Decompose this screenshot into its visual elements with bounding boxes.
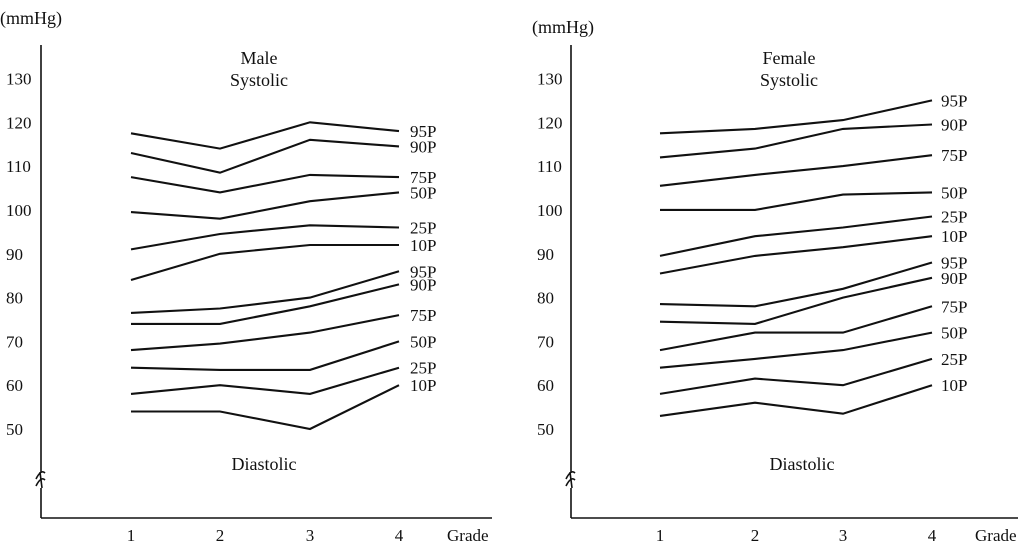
series-line-systolic-50p	[130, 191, 400, 220]
y-tick-label: 130	[6, 70, 32, 89]
series-end-label: 50P	[410, 183, 436, 202]
series-line-diastolic-75p	[130, 314, 400, 352]
series-end-label: 75P	[410, 306, 436, 325]
y-tick-label: 90	[6, 245, 23, 264]
y-tick-label: 100	[6, 201, 32, 220]
series-line-diastolic-10p	[659, 384, 933, 417]
systolic-group-label: Systolic	[230, 70, 288, 90]
y-unit-label: (mmHg)	[532, 17, 594, 38]
series-end-label: 25P	[941, 208, 967, 227]
series-line-systolic-95p	[659, 99, 933, 135]
series-line-diastolic-10p	[131, 384, 400, 431]
x-tick-label: 2	[216, 526, 225, 545]
series-end-label: 25P	[941, 350, 967, 369]
series-end-label: 25P	[410, 218, 436, 237]
x-axis-label: Grade	[975, 526, 1017, 545]
series-line-diastolic-95p	[659, 261, 933, 308]
series-line-diastolic-90p	[131, 283, 400, 325]
series-end-label: 90P	[941, 116, 967, 135]
series-line-diastolic-25p	[659, 357, 933, 395]
y-tick-label: 110	[6, 157, 31, 176]
x-tick-label: 1	[127, 526, 136, 545]
series-line-systolic-50p	[660, 191, 933, 211]
series-line-systolic-10p	[130, 243, 399, 282]
series-end-label: 75P	[941, 146, 967, 165]
y-tick-label: 120	[537, 113, 563, 132]
x-tick-label: 4	[928, 526, 937, 545]
female-chart-panel: (mmHg) 130 120 110 100 90 80 70 60 50 1 2 3 4 Grade Fem…	[532, 17, 1018, 545]
series-line-systolic-95p	[130, 121, 400, 150]
y-tick-label: 50	[6, 420, 23, 439]
series-end-label: 95P	[410, 122, 436, 141]
male-chart-panel: (mmHg) 130 120 110 100 90 80 70 60 50 1 2 3 4 Grade Mal…	[0, 8, 492, 545]
x-axis-label: Grade	[447, 526, 489, 545]
y-unit-label: (mmHg)	[0, 8, 62, 29]
x-tick-label: 3	[306, 526, 315, 545]
series-end-label: 95P	[941, 91, 967, 110]
chart-title-sex: Female	[763, 48, 816, 68]
series-end-label: 50P	[410, 332, 436, 351]
y-tick-label: 80	[6, 289, 23, 308]
series-end-label: 10P	[410, 236, 436, 255]
series-end-label: 95P	[941, 254, 967, 273]
series-end-label: 50P	[941, 324, 967, 343]
systolic-group-label: Systolic	[760, 70, 818, 90]
x-tick-label: 4	[395, 526, 404, 545]
y-tick-label: 70	[537, 332, 554, 351]
series-line-systolic-25p	[659, 215, 933, 257]
series-end-label: 10P	[941, 227, 967, 246]
axis-break-mark	[569, 471, 573, 489]
series-line-diastolic-95p	[130, 270, 400, 314]
series-line-systolic-75p	[130, 173, 400, 194]
series-line-diastolic-50p	[130, 340, 400, 371]
series-line-diastolic-75p	[659, 305, 933, 352]
series-end-label: 25P	[410, 359, 436, 378]
series-line-diastolic-50p	[659, 331, 933, 369]
axis-break-mark	[39, 471, 43, 489]
series-line-systolic-25p	[130, 224, 400, 251]
y-tick-label: 130	[537, 70, 563, 89]
series-end-label: 90P	[410, 275, 436, 294]
diastolic-group-label: Diastolic	[770, 454, 835, 474]
y-tick-label: 70	[6, 332, 23, 351]
y-tick-label: 120	[6, 113, 32, 132]
y-tick-label: 60	[6, 376, 23, 395]
series-end-label: 90P	[410, 137, 436, 156]
series-line-systolic-10p	[659, 235, 933, 275]
series-end-label: 10P	[410, 376, 436, 395]
x-tick-label: 3	[839, 526, 848, 545]
series-line-systolic-90p	[130, 138, 400, 174]
series-end-label: 95P	[410, 262, 436, 281]
series-end-label: 75P	[410, 168, 436, 187]
series-end-label: 10P	[941, 376, 967, 395]
diastolic-group-label: Diastolic	[232, 454, 297, 474]
series-line-diastolic-90p	[659, 276, 933, 325]
y-tick-label: 50	[537, 420, 554, 439]
y-tick-label: 80	[537, 289, 554, 308]
series-line-systolic-90p	[659, 123, 933, 159]
series-line-diastolic-25p	[130, 366, 400, 395]
y-tick-label: 90	[537, 245, 554, 264]
series-end-label: 50P	[941, 183, 967, 202]
series-end-label: 90P	[941, 269, 967, 288]
series-end-label: 75P	[941, 297, 967, 316]
x-tick-label: 2	[751, 526, 760, 545]
y-tick-label: 110	[537, 157, 562, 176]
y-tick-label: 60	[537, 376, 554, 395]
chart-title-sex: Male	[241, 48, 278, 68]
series-line-systolic-75p	[659, 154, 933, 187]
x-tick-label: 1	[656, 526, 665, 545]
y-tick-label: 100	[537, 201, 563, 220]
